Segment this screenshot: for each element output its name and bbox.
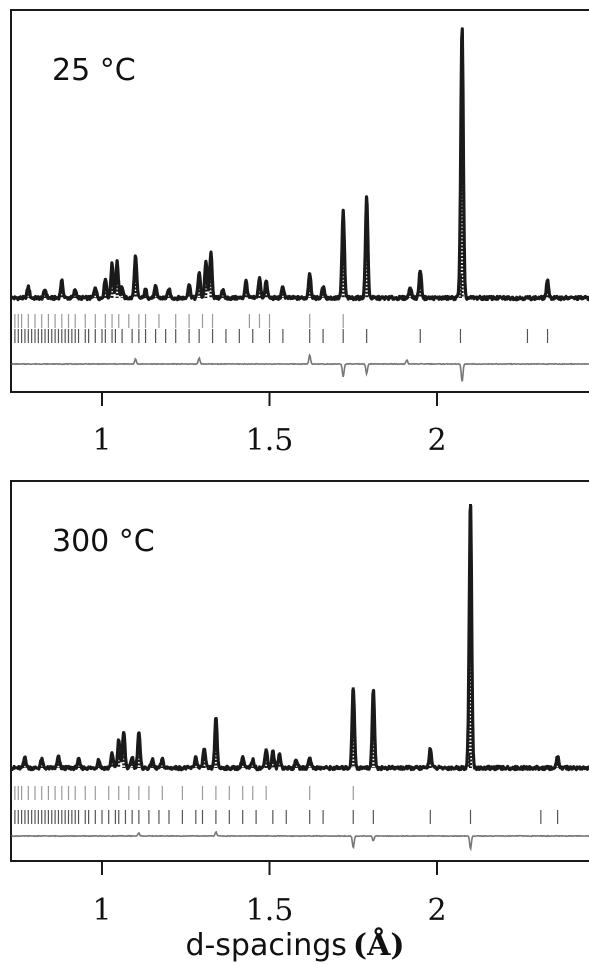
panel-300c-difference-curve xyxy=(11,830,589,852)
panel-25c-difference-curve xyxy=(11,353,589,382)
x-axis-title-unit: (Å) xyxy=(353,927,405,963)
panel-300c-x-axis: 1 1.5 2 xyxy=(92,861,447,928)
panel-300c-observed-pattern xyxy=(10,504,589,772)
panel-300c: 300 °C 1 1.5 2 xyxy=(10,480,589,928)
panel-25c-x-tick-label: 2 xyxy=(427,423,446,458)
panel-300c-frame xyxy=(10,480,589,862)
panel-300c-x-tick-label: 2 xyxy=(427,893,446,928)
panel-25c-observed-pattern xyxy=(9,27,589,302)
panel-300c-temperature-text: 300 °C xyxy=(52,524,155,559)
panel-25c-x-tick-label: 1 xyxy=(92,423,111,458)
panel-25c-temperature-label: 25 °C xyxy=(52,53,136,88)
panel-300c-x-tick-label: 1 xyxy=(92,893,111,928)
panel-25c-frame xyxy=(10,9,589,393)
panel-25c: 25 °C 1 1.5 2 xyxy=(9,9,589,458)
panel-25c-x-tick-label: 1.5 xyxy=(246,423,294,458)
panel-300c-x-tick-label: 1.5 xyxy=(246,893,294,928)
panel-300c-plot xyxy=(10,504,589,852)
panel-300c-temperature-label: 300 °C xyxy=(52,524,155,559)
panel-25c-x-axis: 1 1.5 2 xyxy=(92,392,447,458)
panel-25c-plot xyxy=(9,27,589,382)
x-axis-title: d-spacings (Å) xyxy=(185,927,404,963)
x-axis-title-text: d-spacings xyxy=(185,928,346,963)
panel-25c-temperature-text: 25 °C xyxy=(52,53,136,88)
